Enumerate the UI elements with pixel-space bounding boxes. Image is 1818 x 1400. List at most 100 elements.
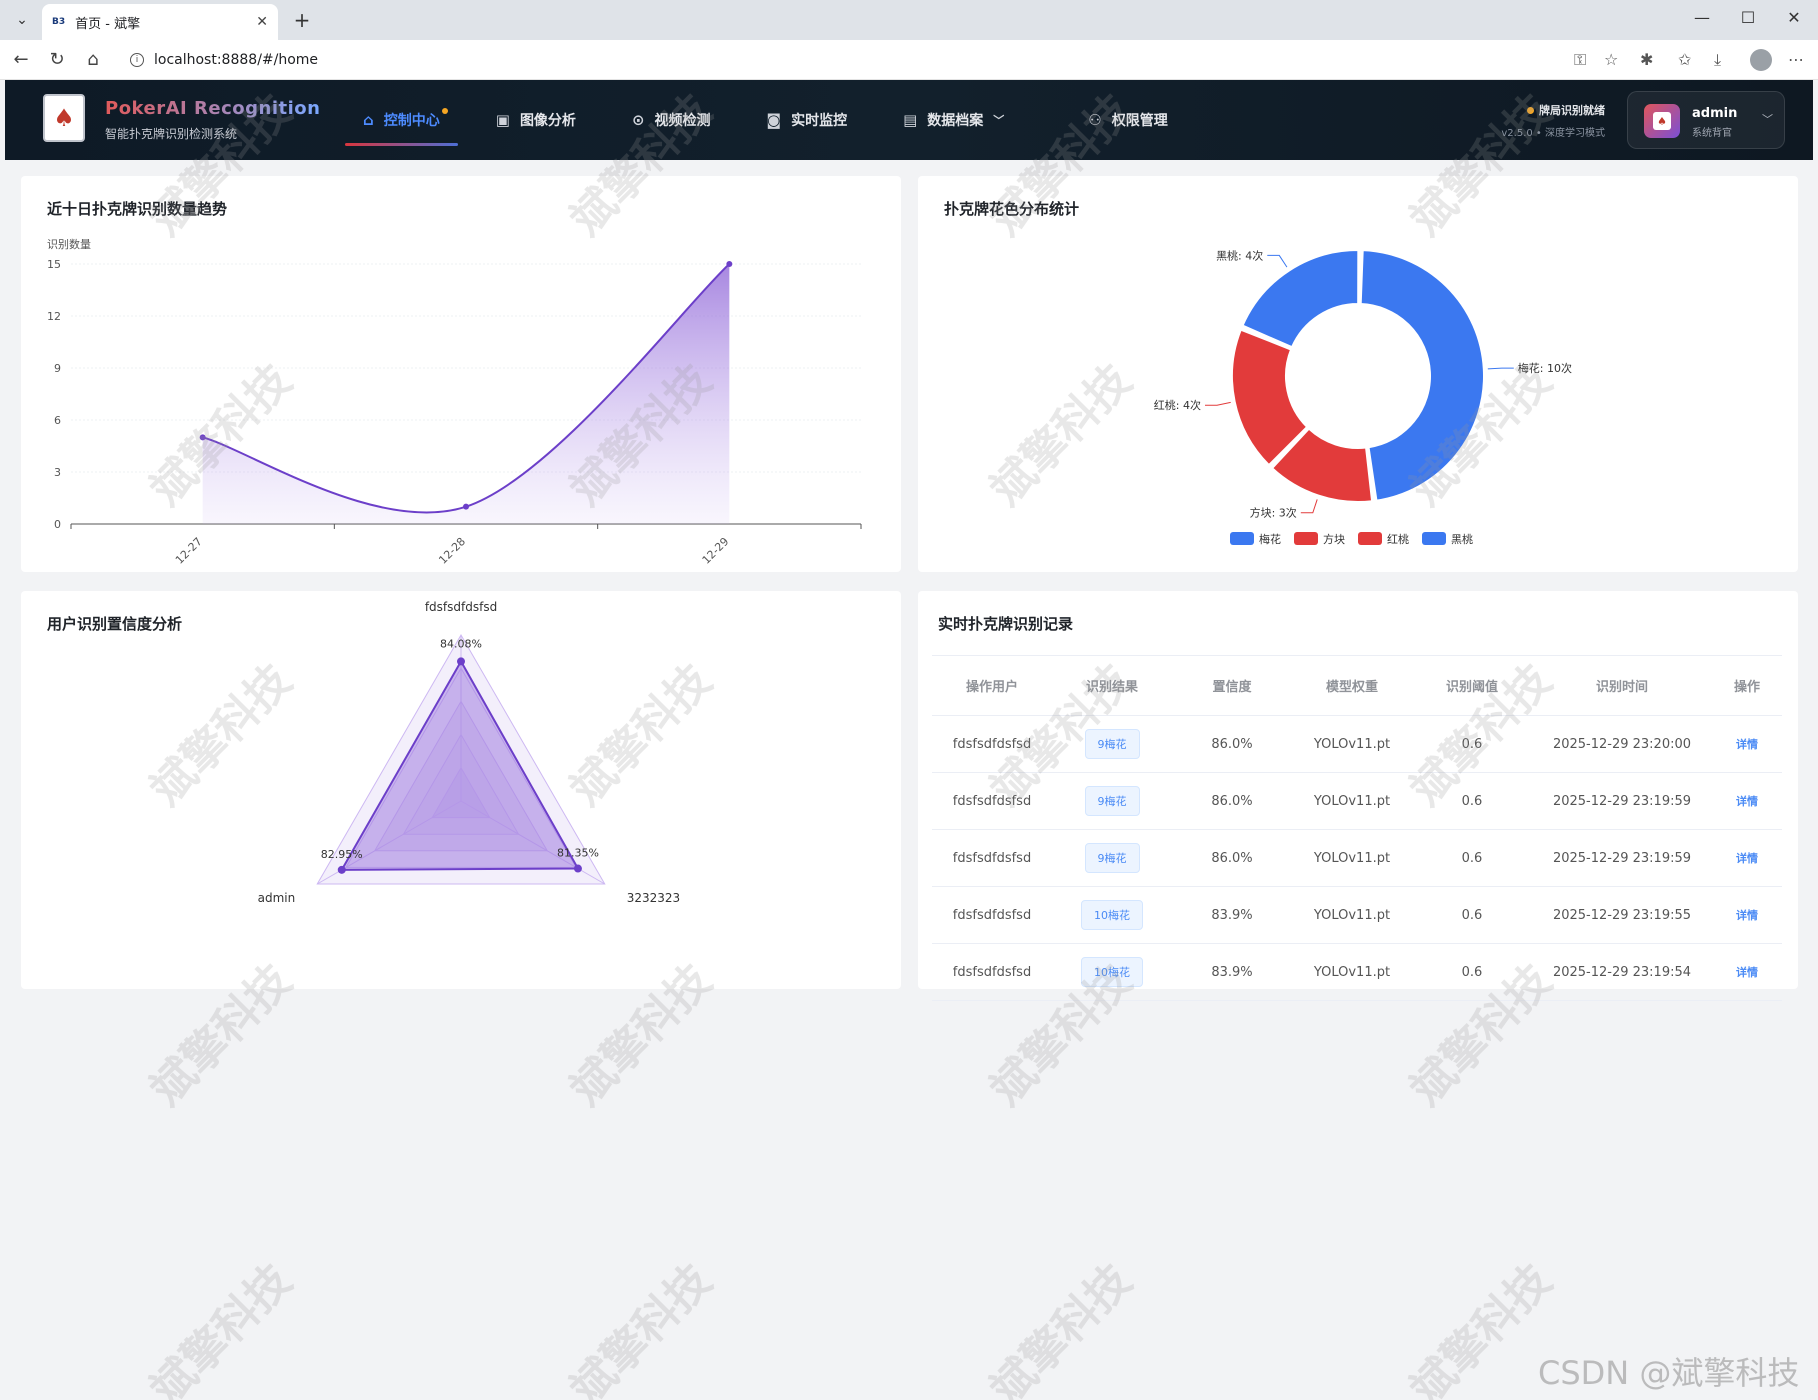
nav-label: 控制中心: [383, 113, 440, 129]
nav-item-image-analysis[interactable]: ▣ 图像分析: [468, 80, 604, 160]
column-header: 识别阈值: [1412, 655, 1532, 716]
new-tab-plus-icon[interactable]: +: [293, 8, 311, 32]
result-tag: 9梅花: [1084, 843, 1140, 873]
card-title: 扑克牌花色分布统计: [944, 200, 1080, 218]
pie-label-line: [1300, 499, 1318, 514]
bookmark-star-icon[interactable]: ☆: [1604, 50, 1619, 69]
play-icon: ⊙: [631, 111, 645, 129]
user-role: 系统背官: [1692, 128, 1732, 139]
tab-close-icon[interactable]: ✕: [256, 14, 268, 30]
legend-swatch[interactable]: [1358, 532, 1382, 545]
confidence-radar-chart: 84.08% 81.35% 82.95% fdsfsdfdsfsd 3232323 adm…: [258, 600, 681, 905]
camera-icon: ◙: [766, 111, 782, 129]
site-info-icon[interactable]: i: [130, 53, 144, 67]
data-point[interactable]: [199, 434, 206, 441]
browser-profile-avatar[interactable]: [1750, 49, 1772, 71]
pie-slice[interactable]: [1271, 427, 1374, 503]
radar-point[interactable]: [457, 657, 465, 666]
cell-result: 9梅花: [1052, 715, 1172, 773]
maximize-icon[interactable]: ☐: [1740, 8, 1756, 27]
data-point[interactable]: [726, 261, 733, 267]
pie-label: 梅花: 10次: [1518, 361, 1572, 375]
details-link[interactable]: 详情: [1736, 795, 1758, 808]
nav-item-control-center[interactable]: ⌂ 控制中心: [335, 80, 468, 160]
watermark-text: 斌擎科技: [980, 1254, 1142, 1400]
cell-threshold: 0.6: [1412, 829, 1532, 887]
cell-confidence: 83.9%: [1172, 886, 1292, 944]
confidence-chart-card: 用户识别置信度分析 84.08% 81.35% 82.95% fdsfsdfdsfsd…: [21, 591, 901, 989]
data-point[interactable]: [463, 503, 469, 510]
pie-slice[interactable]: [1241, 249, 1360, 349]
cell-model: YOLOv11.pt: [1292, 829, 1412, 887]
minimize-icon[interactable]: —: [1694, 8, 1710, 27]
watermark-text: 斌擎科技: [140, 1254, 302, 1400]
y-tick-label: 9: [54, 362, 61, 375]
cell-model: YOLOv11.pt: [1292, 943, 1412, 1001]
cell-time: 2025-12-29 23:19:55: [1532, 886, 1712, 944]
nav-item-data-archive[interactable]: ▤ 数据档案 ﹀: [875, 80, 1032, 160]
pie-label: 黑桃: 4次: [1216, 248, 1263, 262]
notification-dot: [441, 108, 448, 114]
avatar: ♠: [1644, 104, 1680, 138]
brand-title: PokerAI Recognition: [105, 98, 321, 119]
nav-item-video-detection[interactable]: ⊙ 视频检测: [604, 80, 739, 160]
window-close-icon[interactable]: ✕: [1787, 8, 1801, 27]
result-tag: 9梅花: [1084, 729, 1140, 759]
radar-point[interactable]: [573, 864, 582, 873]
cell-result: 10梅花: [1052, 943, 1172, 1001]
y-tick-label: 0: [54, 518, 61, 531]
more-menu-icon[interactable]: ⋯: [1788, 50, 1804, 69]
radar-value-label: 82.95%: [321, 848, 363, 861]
table-header-row: 操作用户 识别结果 置信度 模型权重 识别阈值 识别时间 操作: [932, 655, 1782, 716]
x-tick-label: 12-28: [436, 535, 468, 567]
tab-title: 首页 - 斌擎: [75, 16, 141, 32]
tab-list-chevron-icon[interactable]: ⌄: [16, 12, 28, 28]
result-tag: 10梅花: [1081, 900, 1143, 930]
legend-swatch[interactable]: [1422, 532, 1446, 545]
details-link[interactable]: 详情: [1736, 738, 1758, 751]
key-icon[interactable]: ⚿: [1574, 50, 1587, 69]
radar-point[interactable]: [337, 865, 346, 874]
cell-action: 详情: [1712, 772, 1782, 830]
radar-indicator-label: fdsfsdfdsfsd: [425, 600, 497, 614]
browser-tab-bar: ⌄ B3 首页 - 斌擎 ✕ + — ☐ ✕: [0, 0, 1818, 40]
url-field[interactable]: i localhost:8888/#/home: [118, 46, 1628, 74]
reload-icon[interactable]: ↻: [49, 49, 65, 70]
radar-indicator-label: admin: [258, 891, 296, 905]
extensions-icon[interactable]: ✱: [1640, 50, 1654, 69]
legend-label[interactable]: 黑桃: [1451, 532, 1473, 546]
browser-tab[interactable]: B3 首页 - 斌擎 ✕: [42, 4, 278, 40]
download-icon[interactable]: ⤓: [1714, 50, 1722, 69]
details-link[interactable]: 详情: [1736, 909, 1758, 922]
back-arrow-icon[interactable]: ←: [13, 49, 29, 70]
cell-threshold: 0.6: [1412, 715, 1532, 773]
result-tag: 9梅花: [1084, 786, 1140, 816]
pie-slice[interactable]: [1359, 249, 1485, 502]
nav-item-realtime-monitor[interactable]: ◙ 实时监控: [739, 80, 876, 160]
favorites-icon[interactable]: ✩: [1678, 50, 1692, 69]
pie-slice[interactable]: [1231, 328, 1309, 467]
cell-user: fdsfsdfdsfsd: [932, 886, 1052, 944]
image-icon: ▣: [495, 111, 510, 129]
system-status: 牌局识别就绪 v2.5.0 • 深度学习模式: [1485, 102, 1605, 139]
watermark-text: 斌擎科技: [560, 1254, 722, 1400]
legend-swatch[interactable]: [1294, 532, 1318, 545]
legend-swatch[interactable]: [1230, 532, 1254, 545]
cell-threshold: 0.6: [1412, 943, 1532, 1001]
home-icon[interactable]: ⌂: [87, 49, 99, 70]
table-row: fdsfsdfdsfsd 10梅花 83.9% YOLOv11.pt 0.6 2…: [932, 943, 1782, 1001]
radar-value-label: 84.08%: [440, 637, 482, 650]
status-dot: [1527, 107, 1534, 114]
cell-confidence: 86.0%: [1172, 715, 1292, 773]
legend-label[interactable]: 红桃: [1387, 532, 1409, 546]
legend-label[interactable]: 梅花: [1259, 532, 1281, 546]
nav-item-permissions[interactable]: ⚇ 权限管理: [1032, 80, 1195, 160]
cell-action: 详情: [1712, 943, 1782, 1001]
user-menu[interactable]: ♠ admin 系统背官 ﹀: [1627, 91, 1785, 149]
user-name: admin: [1692, 106, 1738, 121]
details-link[interactable]: 详情: [1736, 966, 1758, 979]
cell-result: 9梅花: [1052, 829, 1172, 887]
legend-label[interactable]: 方块: [1323, 532, 1345, 546]
details-link[interactable]: 详情: [1736, 852, 1758, 865]
document-icon: ▤: [903, 111, 918, 129]
